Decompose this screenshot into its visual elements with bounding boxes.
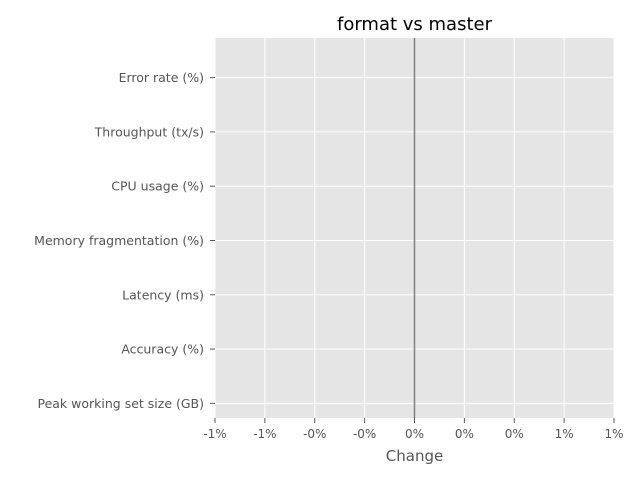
x-tick-label: -1% — [203, 427, 226, 441]
category-label: Accuracy (%) — [121, 342, 204, 357]
chart-title: format vs master — [337, 14, 493, 35]
x-tick-label: 0% — [405, 427, 424, 441]
category-label: Memory fragmentation (%) — [34, 233, 204, 248]
x-tick-label: -0% — [303, 427, 326, 441]
x-tick-label: 1% — [604, 427, 623, 441]
x-axis-label: Change — [386, 447, 443, 465]
category-label: Error rate (%) — [119, 70, 204, 85]
x-tick-label: 0% — [455, 427, 474, 441]
category-label: Throughput (tx/s) — [94, 124, 204, 139]
category-label: Latency (ms) — [122, 287, 204, 302]
x-tick-label: -1% — [253, 427, 276, 441]
x-tick-label: 1% — [555, 427, 574, 441]
category-label: Peak working set size (GB) — [37, 396, 204, 411]
x-tick-label: 0% — [505, 427, 524, 441]
x-tick-label: -0% — [353, 427, 376, 441]
category-label: CPU usage (%) — [111, 179, 204, 194]
